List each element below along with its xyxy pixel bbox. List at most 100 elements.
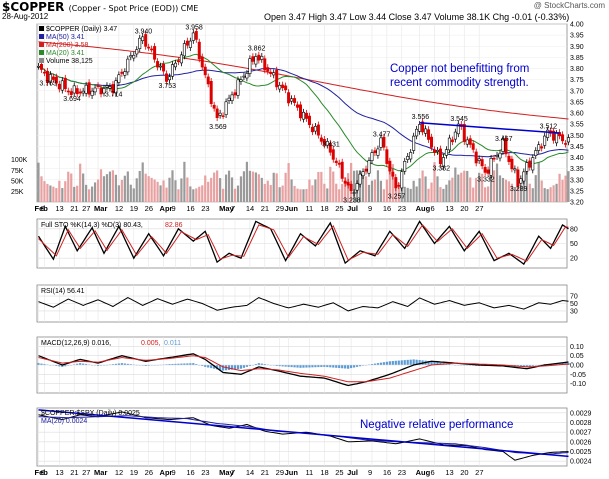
x-tick-label-price: 7 <box>231 204 235 213</box>
volume-bar <box>561 179 564 202</box>
candle-body <box>519 178 523 184</box>
x-tick-label-price: 27 <box>82 204 90 213</box>
volume-bar <box>421 170 424 202</box>
macd-histogram-bar <box>189 363 192 365</box>
candle-body <box>340 161 344 179</box>
candle-body <box>179 54 183 64</box>
volume-bar <box>257 174 260 202</box>
price-tick-label: 3.25 <box>570 188 584 195</box>
volume-bar <box>58 180 61 202</box>
candle-body <box>251 56 255 62</box>
candle-body <box>325 141 329 146</box>
macd-histogram-bar <box>260 363 263 365</box>
symbol-text: $COPPER <box>2 0 65 14</box>
volume-bar <box>37 162 40 202</box>
macd-histogram-bar <box>204 365 207 367</box>
volume-bar <box>320 171 323 202</box>
candle-body <box>528 160 532 168</box>
x-tick-label-ratio: 12 <box>115 468 123 477</box>
candle-body <box>206 76 210 85</box>
volume-bar <box>552 185 555 202</box>
volume-bar <box>335 183 338 202</box>
candle-body <box>162 63 166 72</box>
candle-body <box>135 49 139 55</box>
macd-histogram-bar <box>338 365 341 369</box>
candle-body <box>409 152 413 160</box>
candle-body <box>132 54 136 59</box>
ratio-tick-label: 0.0028 <box>570 420 592 427</box>
volume-bar <box>254 172 257 202</box>
candle-body <box>51 76 55 80</box>
macd-histogram-bar <box>522 365 525 367</box>
ratio-tick-label: 0.0025 <box>570 449 592 456</box>
candle-body <box>230 94 234 102</box>
macd-histogram-bar <box>350 365 353 369</box>
macd-histogram-bar <box>558 363 561 365</box>
price-label: 3.431 <box>322 142 340 149</box>
candle-body <box>284 85 288 91</box>
volume-bar <box>114 174 118 202</box>
x-tick-label-ratio: 20 <box>460 468 468 477</box>
candle-body <box>406 156 410 160</box>
price-tick-label: 3.50 <box>570 133 584 140</box>
candle-body <box>331 149 335 160</box>
ratio-tick-label: 0.0027 <box>570 430 592 437</box>
macd-histogram-bar <box>528 365 531 367</box>
stockcharts-watermark: @ StockCharts.com <box>533 1 605 10</box>
candle-body <box>153 46 157 60</box>
volume-bar <box>489 175 493 202</box>
volume-bar <box>460 172 463 202</box>
macd-histogram-bar <box>117 363 120 365</box>
ma20-line <box>38 53 569 172</box>
price-annotation-line: Copper not benefitting from <box>390 63 529 75</box>
volume-bar <box>171 170 174 202</box>
volume-bar <box>195 188 198 202</box>
candle-body <box>349 183 353 191</box>
x-tick-label-price: 11 <box>305 204 313 213</box>
volume-bar <box>224 174 228 202</box>
candle-body <box>57 83 61 90</box>
volume-bar <box>424 176 427 202</box>
macd-tick-label: 0.05 <box>570 353 584 360</box>
volume-bar <box>85 184 88 202</box>
price-legend-item: MA(50) 3.41 <box>46 34 85 41</box>
x-tick-label-ratio: Apr <box>160 468 173 477</box>
price-legend-item: MA(20) 3.41 <box>46 50 85 57</box>
x-tick-label-ratio: Jul <box>347 468 358 477</box>
candle-body <box>54 76 58 84</box>
volume-bar <box>415 186 418 202</box>
x-tick-label-price: Mar <box>94 204 107 213</box>
macd-histogram-bar <box>388 361 391 365</box>
volume-bar <box>382 189 385 202</box>
volume-bar <box>546 189 549 202</box>
x-tick-label-ratio: 23 <box>201 468 209 477</box>
ratio-legend: $COPPER:$SPX (Daily) 0.0025 <box>41 410 140 417</box>
candle-body <box>209 81 213 104</box>
x-tick-label-price: Jun <box>285 204 299 213</box>
volume-bar <box>102 176 106 202</box>
volume-bar <box>227 170 231 202</box>
candle-body <box>281 84 285 88</box>
macd-histogram-bar <box>531 365 534 366</box>
rsi-tick-label: 50 <box>570 301 578 308</box>
candle-body <box>84 84 88 94</box>
volume-bar <box>70 173 73 202</box>
candle-body <box>126 58 130 73</box>
macd-histogram-bar <box>96 365 100 366</box>
volume-bar <box>43 181 46 202</box>
macd-series-1 <box>38 355 569 383</box>
candle-body <box>147 46 151 49</box>
macd-histogram-bar <box>216 365 219 370</box>
candle-body <box>102 88 106 94</box>
ratio-annotation: Negative relative performance <box>360 419 513 431</box>
volume-bar <box>242 171 246 202</box>
volume-bar <box>269 185 272 202</box>
candle-body <box>424 128 428 134</box>
macd-histogram-bar <box>227 365 231 370</box>
price-legend-item: $COPPER (Daily) 3.47 <box>46 26 117 33</box>
macd-histogram-bar <box>287 365 290 367</box>
macd-histogram-bar <box>186 363 189 365</box>
macd-histogram-bar <box>58 365 61 367</box>
macd-histogram-bar <box>111 364 115 365</box>
